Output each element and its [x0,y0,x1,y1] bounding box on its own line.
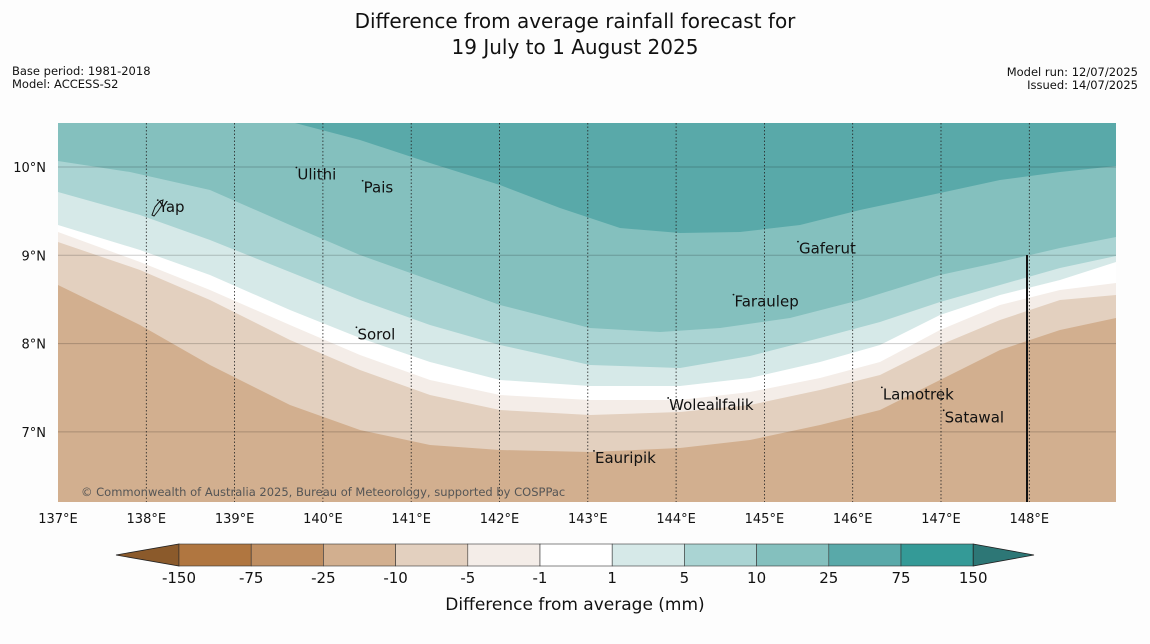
lon-tick-label: 143°E [568,512,608,527]
colorbar-segment [611,543,685,567]
lat-tick-label: 9°N [22,249,47,264]
meta-left: Base period: 1981-2018 Model: ACCESS-S2 [12,65,151,91]
axis-tick-labels: 137°E 138°E 139°E 140°E 141°E 142°E 143°E 144°E… [13,161,1049,527]
map-title-line-2: 19 July to 1 August 2025 [451,35,699,59]
place-marker [715,397,718,399]
colorbar-tick-label: -75 [239,569,264,587]
lon-tick-label: 147°E [921,512,961,527]
map-title-line-1: Difference from average rainfall forecas… [354,9,796,33]
colorbar-title: Difference from average (mm) [445,595,704,615]
colorbar-segment [323,543,396,567]
place-label: Satawal [945,408,1004,426]
colorbar-segment [178,543,252,567]
yap-island-shape [151,199,164,217]
island-marker [941,398,943,400]
lon-tick-label: 140°E [303,512,343,527]
colorbar-over-arrow [972,543,1035,567]
colorbar-tick-label: -5 [460,569,475,587]
lon-tick-label: 148°E [1010,512,1050,527]
colorbar-tick-label: 1 [607,569,617,587]
lon-tick-label: 146°E [833,512,873,527]
colorbar-under-arrow [115,543,180,567]
base-period-text: Base period: 1981-2018 [12,64,151,78]
colorbar-segment [539,543,613,567]
colorbar-segment [250,543,324,567]
colorbar-segment [684,543,757,567]
place-marker [295,166,298,169]
copyright-text: © Commonwealth of Australia 2025, Bureau… [81,485,565,499]
colorbar-tick-label: 75 [891,569,910,587]
colorbar-tick-label: 150 [959,569,988,587]
map-title: Difference from average rainfall forecas… [0,8,1150,60]
place-marker [797,240,799,243]
lon-tick-label: 138°E [127,512,167,527]
colorbar-tick-label: -10 [383,569,408,587]
colorbar-tick-label: 25 [819,569,838,587]
colorbar-segment [828,543,902,567]
colorbar-tick-label: 10 [747,569,766,587]
place-marker [667,397,670,399]
place-marker [156,199,159,202]
lon-tick-label: 142°E [480,512,520,527]
place-marker [880,386,883,389]
place-label: Yap [158,198,185,216]
place-marker [361,179,364,182]
place-label: Ifalik [718,396,754,414]
meta-right: Model run: 12/07/2025 Issued: 14/07/2025 [1007,66,1138,92]
place-marker [355,326,358,329]
colorbar: -150 -75 -25 -10 -5 -1 1 5 10 25 75 150 [115,543,1035,587]
map-area [58,123,1116,502]
map-labels: Yap Ulithi Pais Gaferut Faraulep Sorol WoleaiI… [156,165,1004,467]
model-text: Model: ACCESS-S2 [12,77,119,91]
lat-tick-label: 7°N [22,426,47,441]
place-label: Gaferut [799,240,856,258]
colorbar-tick-label: -150 [162,569,196,587]
lat-tick-label: 8°N [22,338,47,353]
place-label: Faraulep [734,293,798,311]
place-label: Eauripik [595,449,656,467]
lon-tick-label: 139°E [215,512,255,527]
place-marker [942,409,945,412]
lon-tick-label: 144°E [656,512,696,527]
lat-tick-label: 10°N [13,161,46,176]
place-label: Lamotrek [883,385,954,403]
lon-tick-label: 137°E [38,512,78,527]
lon-tick-label: 141°E [391,512,431,527]
place-label: Pais [364,179,394,197]
colorbar-tick-label: 5 [680,569,690,587]
issued-text: Issued: 14/07/2025 [1027,78,1138,92]
graticule [58,123,1116,502]
place-label: Sorol [357,325,395,343]
place-marker [732,293,735,296]
colorbar-tick-label: -25 [311,569,336,587]
lon-tick-label: 145°E [745,512,785,527]
place-marker [593,450,595,452]
colorbar-tick-label: -1 [533,569,548,587]
colorbar-segment [900,543,974,567]
band-25-to-75 [295,123,1116,233]
model-run-text: Model run: 12/07/2025 [1006,65,1138,79]
colorbar-segment [756,543,830,567]
place-label: Woleai [669,396,719,414]
place-label: Ulithi [297,165,336,183]
colorbar-segment [467,543,541,567]
colorbar-segment [395,543,469,567]
